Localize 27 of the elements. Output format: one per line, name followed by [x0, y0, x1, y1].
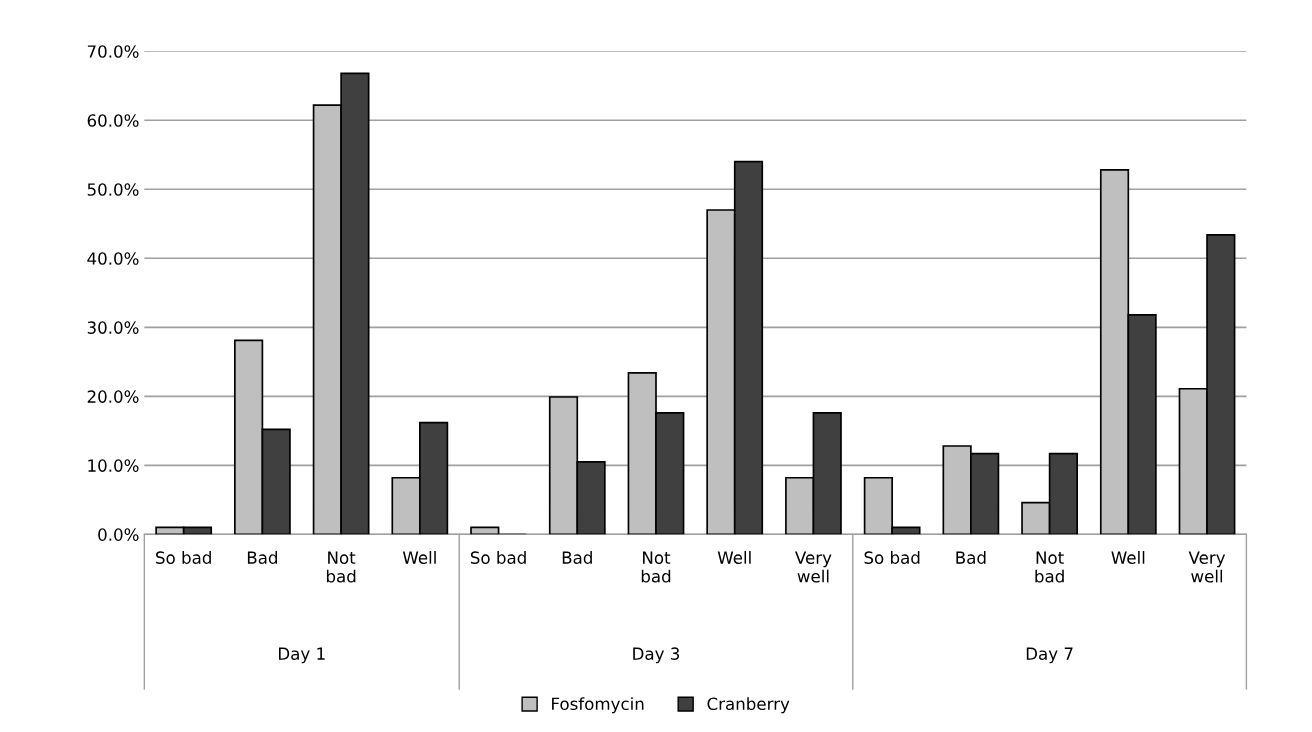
- legend-label: Cranberry: [707, 697, 790, 714]
- x-tick-label: Bad: [247, 551, 277, 564]
- x-tick-label: Not bad: [641, 551, 671, 583]
- x-tick-label: Well: [717, 551, 751, 564]
- x-tick-label: Bad: [562, 551, 592, 564]
- y-tick-label: 30.0%: [87, 321, 139, 334]
- x-tick-label: So bad: [156, 551, 211, 564]
- text: Day 1: [278, 647, 325, 664]
- y-tick-label: 50.0%: [87, 183, 139, 196]
- y-tick-label: 20.0%: [87, 390, 139, 403]
- x-tick-label: Bad: [956, 551, 986, 564]
- text: Day 7: [1026, 647, 1073, 664]
- x-tick-label: Not bad: [326, 551, 356, 583]
- y-tick-label: 60.0%: [87, 114, 139, 127]
- x-tick-label: Very well: [795, 551, 832, 583]
- x-tick-label: Well: [402, 551, 436, 564]
- x-tick-label: Very well: [1188, 551, 1226, 583]
- y-tick-label: 70.0%: [87, 45, 139, 58]
- y-tick-label: 10.0%: [88, 459, 139, 472]
- x-tick-label: So bad: [864, 551, 920, 564]
- x-tick-label: So bad: [470, 551, 526, 564]
- legend-label: Fosfomycin: [552, 697, 644, 714]
- y-tick-label: 40.0%: [87, 252, 139, 265]
- x-tick-label: Well: [1111, 551, 1145, 564]
- x-tick-label: Not bad: [1035, 551, 1064, 583]
- text: Day 3: [633, 647, 680, 664]
- y-tick-label: 0.0%: [98, 528, 139, 541]
